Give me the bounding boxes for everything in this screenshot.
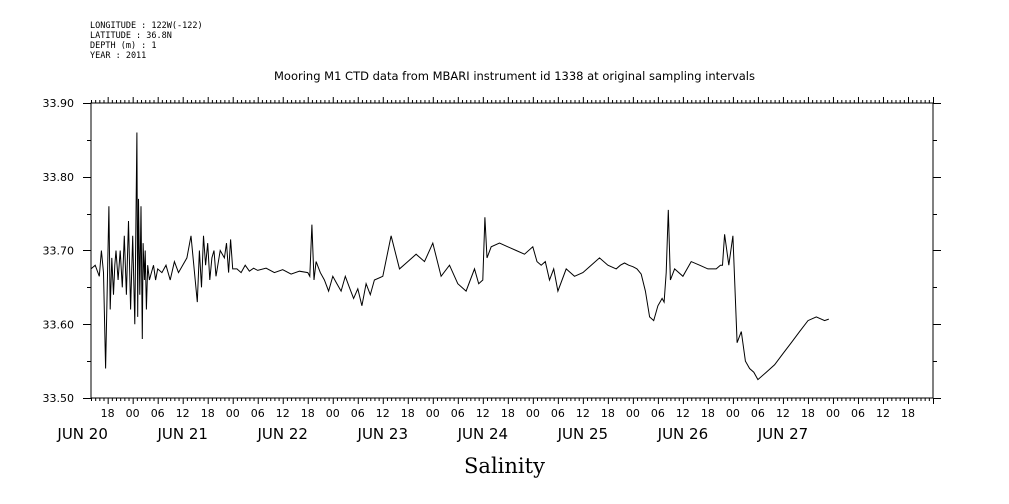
longitude-label: LONGITUDE : 122W(-122) xyxy=(90,21,203,31)
x-tick-label: 00 xyxy=(326,407,340,420)
y-tick-labels: 33.50 33.60 33.70 33.80 33.90 xyxy=(43,97,75,405)
x-tick-labels: 18 00 06 12 18 00 06 12 18 00 06 12 18 00 06 12 18 00 06 12… xyxy=(101,407,915,420)
location-metadata: LONGITUDE : 122W(-122) LATITUDE : 36.8N … xyxy=(90,21,203,61)
depth-label: DEPTH (m) : 1 xyxy=(90,41,157,51)
y-tick-label: 33.50 xyxy=(43,392,75,405)
x-tick-label: 12 xyxy=(176,407,190,420)
x-tick-label: 06 xyxy=(751,407,765,420)
x-tick-label: 12 xyxy=(776,407,790,420)
x-tick-label: 00 xyxy=(626,407,640,420)
y-tick-label: 33.80 xyxy=(43,171,75,184)
x-tick-label: 00 xyxy=(226,407,240,420)
x-tick-label: 18 xyxy=(501,407,515,420)
date-label: JUN 26 xyxy=(657,425,708,443)
x-tick-label: 12 xyxy=(876,407,890,420)
latitude-label: LATITUDE : 36.8N xyxy=(90,31,172,41)
x-tick-label: 06 xyxy=(351,407,365,420)
x-tick-label: 00 xyxy=(526,407,540,420)
x-tick-label: 18 xyxy=(201,407,215,420)
x-tick-label: 00 xyxy=(426,407,440,420)
y-tick-label: 33.70 xyxy=(43,245,75,258)
x-tick-label: 06 xyxy=(651,407,665,420)
x-tick-label: 18 xyxy=(801,407,815,420)
date-label: JUN 24 xyxy=(457,425,508,443)
x-tick-label: 12 xyxy=(676,407,690,420)
x-tick-label: 18 xyxy=(701,407,715,420)
plot-frame xyxy=(90,102,934,399)
x-tick-label: 06 xyxy=(251,407,265,420)
date-label: JUN 23 xyxy=(357,425,408,443)
y-tick-label: 33.60 xyxy=(43,318,75,331)
x-tick-label: 06 xyxy=(151,407,165,420)
tick-layer xyxy=(83,97,941,404)
date-label: JUN 21 xyxy=(156,425,207,443)
x-tick-label: 12 xyxy=(476,407,490,420)
x-tick-label: 12 xyxy=(576,407,590,420)
x-tick-label: 18 xyxy=(301,407,315,420)
x-tick-label: 18 xyxy=(101,407,115,420)
chart-title: Mooring M1 CTD data from MBARI instrumen… xyxy=(274,69,755,83)
x-tick-label: 06 xyxy=(851,407,865,420)
y-tick-label: 33.90 xyxy=(43,97,75,110)
x-tick-label: 18 xyxy=(401,407,415,420)
x-tick-label: 18 xyxy=(601,407,615,420)
x-tick-label: 06 xyxy=(451,407,465,420)
date-labels: JUN 20 JUN 21 JUN 22 JUN 23 JUN 24 JUN 25 JUN … xyxy=(56,425,808,443)
x-axis-label: Salinity xyxy=(464,454,545,478)
x-tick-label: 18 xyxy=(901,407,915,420)
date-label: JUN 22 xyxy=(257,425,308,443)
x-tick-label: 00 xyxy=(126,407,140,420)
year-label: YEAR : 2011 xyxy=(90,51,147,61)
date-label: JUN 20 xyxy=(56,425,107,443)
salinity-series-line xyxy=(90,132,829,381)
date-label: JUN 25 xyxy=(557,425,608,443)
x-tick-label: 06 xyxy=(551,407,565,420)
x-tick-label: 00 xyxy=(826,407,840,420)
x-tick-label: 12 xyxy=(376,407,390,420)
x-tick-label: 00 xyxy=(726,407,740,420)
x-tick-label: 12 xyxy=(276,407,290,420)
date-label: JUN 27 xyxy=(757,425,808,443)
